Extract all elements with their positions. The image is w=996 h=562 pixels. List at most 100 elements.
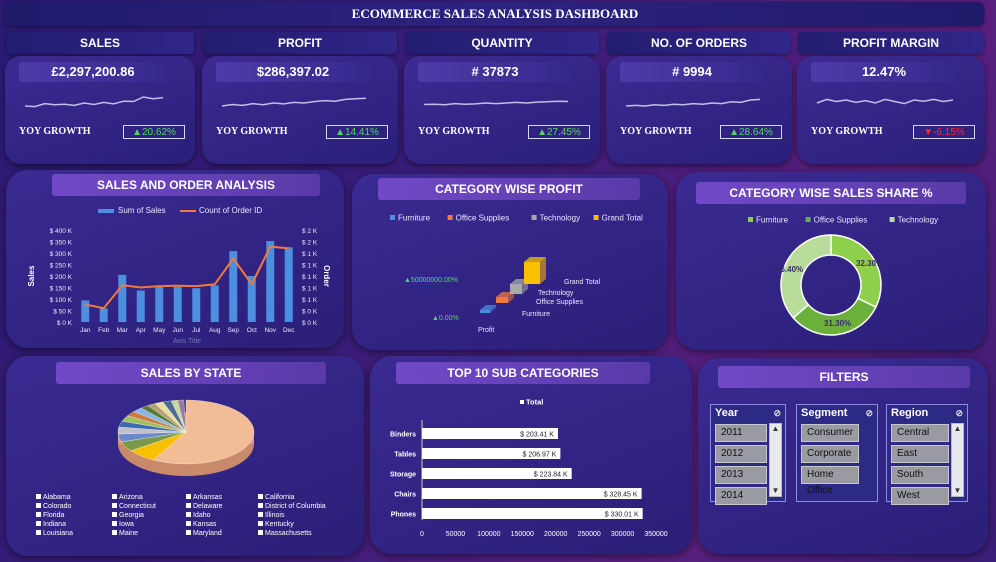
bar-sales-Jul: [192, 288, 201, 322]
state-legend-item: Indiana: [36, 521, 66, 528]
dashboard-title-bar: ECOMMERCE SALES ANALYSIS DASHBOARD: [6, 2, 984, 26]
kpi-card-0: £2,297,200.86 YOY GROWTH ▲20.62%: [5, 56, 195, 164]
bar-sales-Dec: [284, 247, 293, 322]
state-legend-swatch: [112, 494, 117, 499]
state-legend-swatch: [112, 512, 117, 517]
x-tick-May: May: [153, 327, 166, 334]
state-legend-item: Kentucky: [258, 521, 294, 528]
profit-box-front-3: [524, 262, 540, 284]
state-legend-swatch: [186, 530, 191, 535]
kpi-sparkline-path-4: [816, 98, 954, 105]
x-tick-Aug: Aug: [209, 327, 221, 334]
filter-segment: Segment ⊘ Consumer Corporate Home Office: [796, 404, 878, 502]
filter-item-2014[interactable]: 2014: [715, 487, 767, 505]
filter-item-east[interactable]: East: [891, 445, 949, 463]
scroll-up-icon[interactable]: ▲: [953, 424, 962, 433]
kpi-label-2: QUANTITY: [405, 32, 599, 54]
clear-filter-icon[interactable]: ⊘: [865, 408, 873, 418]
scroll-down-icon[interactable]: ▼: [953, 486, 962, 495]
sales-state-pie: [117, 399, 255, 476]
kpi-label-3: NO. OF ORDERS: [607, 32, 791, 54]
kpi-value-1: $286,397.02: [216, 62, 370, 82]
state-legend-item: California: [258, 494, 295, 501]
y-right-tick: $ 2 K: [302, 240, 318, 247]
filter-item-south[interactable]: South: [891, 466, 949, 484]
filter-item-consumer[interactable]: Consumer: [801, 424, 859, 442]
profit-series-label-1: Office Supplies: [536, 299, 583, 306]
x-tick-Jan: Jan: [80, 327, 91, 334]
filter-scrollbar[interactable]: ▲ ▼: [951, 423, 964, 497]
filter-item-corporate[interactable]: Corporate: [801, 445, 859, 463]
legend-label-0: Furniture: [756, 216, 789, 225]
top10-title: TOP 10 SUB CATEGORIES: [396, 362, 650, 384]
sales-state-title: SALES BY STATE: [56, 362, 326, 384]
y-right-tick: $ 0 K: [302, 320, 318, 327]
clear-filter-icon[interactable]: ⊘: [773, 408, 781, 418]
x-tick: 50000: [446, 531, 466, 538]
x-tick-Jun: Jun: [173, 327, 184, 334]
y-left-tick: $ 300 K: [50, 251, 73, 258]
state-legend-label: Indiana: [43, 521, 66, 528]
kpi-yoy-label-4: YOY GROWTH: [811, 126, 883, 137]
sales-state-legend: Alabama Arizona Arkansas California Colorado…: [36, 494, 356, 554]
donut-label-1: 31.30%: [824, 319, 851, 328]
y-axis-title-right: Order: [322, 265, 331, 287]
kpi-card-4: 12.47% YOY GROWTH ▼-6.15%: [797, 56, 985, 164]
profit-series-label-3: Grand Total: [564, 279, 601, 286]
y-left-tick: $ 150 K: [50, 286, 73, 293]
x-tick: 150000: [511, 531, 534, 538]
kpi-yoy-label-0: YOY GROWTH: [19, 126, 91, 137]
state-pie-slice: [177, 399, 187, 433]
kpi-yoy-value-3: ▲28.64%: [720, 125, 782, 139]
donut-label-0: 32.30%: [856, 259, 883, 268]
legend-swatch-2: [889, 217, 895, 222]
profit-box-side-0: [490, 305, 496, 313]
kpi-label-0: SALES: [6, 32, 194, 54]
state-legend-label: Maine: [119, 530, 139, 537]
filter-header-segment: Segment ⊘: [797, 405, 877, 421]
state-legend-item: Maine: [112, 530, 138, 537]
profit-box-side-1: [508, 292, 514, 303]
filter-scrollbar[interactable]: ▲ ▼: [769, 423, 782, 497]
filter-item-home-office[interactable]: Home Office: [801, 466, 859, 496]
state-legend-item: Georgia: [112, 512, 144, 519]
filter-item-2013[interactable]: 2013: [715, 466, 767, 484]
y-right-tick: $ 2 K: [302, 228, 318, 235]
sales-order-title: SALES AND ORDER ANALYSIS: [52, 174, 320, 196]
filter-list: Central East South West: [887, 424, 953, 505]
filter-item-2011[interactable]: 2011: [715, 424, 767, 442]
kpi-value-0: £2,297,200.86: [19, 62, 167, 82]
filters-panel: FILTERS Year ⊘ 2011 2012 2013 2014 ▲ ▼ Segment ⊘ C…: [698, 358, 988, 554]
state-pie-slice: [152, 399, 255, 465]
bar-sales-Aug: [210, 285, 219, 322]
filter-item-central[interactable]: Central: [891, 424, 949, 442]
data-label-Chairs: $ 328.45 K: [604, 492, 638, 499]
kpi-card-2: # 37873 YOY GROWTH ▲27.45%: [404, 56, 600, 164]
scroll-down-icon[interactable]: ▼: [771, 486, 780, 495]
kpi-sparkline-path-3: [625, 98, 761, 107]
bar-sales-Nov: [266, 241, 275, 322]
clear-filter-icon[interactable]: ⊘: [955, 408, 963, 418]
kpi-yoy-value-2: ▲27.45%: [528, 125, 590, 139]
filter-item-2012[interactable]: 2012: [715, 445, 767, 463]
state-legend-label: Arkansas: [193, 494, 223, 501]
state-legend-item: Illinois: [258, 512, 284, 519]
scroll-up-icon[interactable]: ▲: [771, 424, 780, 433]
legend-label-3: Grand Total: [602, 214, 643, 223]
state-legend-label: Kentucky: [265, 521, 294, 528]
filter-item-west[interactable]: West: [891, 487, 949, 505]
kpi-yoy-label-1: YOY GROWTH: [216, 126, 288, 137]
kpi-sparkline-1: [221, 97, 367, 107]
sales-state-panel: SALES BY STATE Alabama Arizona Arkansas Cal…: [6, 356, 364, 556]
state-legend-label: Florida: [43, 512, 65, 519]
legend-swatch-0: [390, 215, 395, 220]
bar-Binders: [422, 428, 558, 439]
profit-tick-top: ▲50000000.00%: [404, 277, 458, 284]
bar-sales-Sep: [229, 251, 238, 322]
y-left-tick: $ 0 K: [57, 320, 73, 327]
x-tick-Feb: Feb: [98, 327, 110, 334]
legend-label-orders: Count of Order ID: [199, 206, 262, 215]
state-legend-swatch: [186, 521, 191, 526]
kpi-yoy-value-0: ▲20.62%: [123, 125, 185, 139]
kpi-value-3: # 9994: [620, 62, 764, 82]
